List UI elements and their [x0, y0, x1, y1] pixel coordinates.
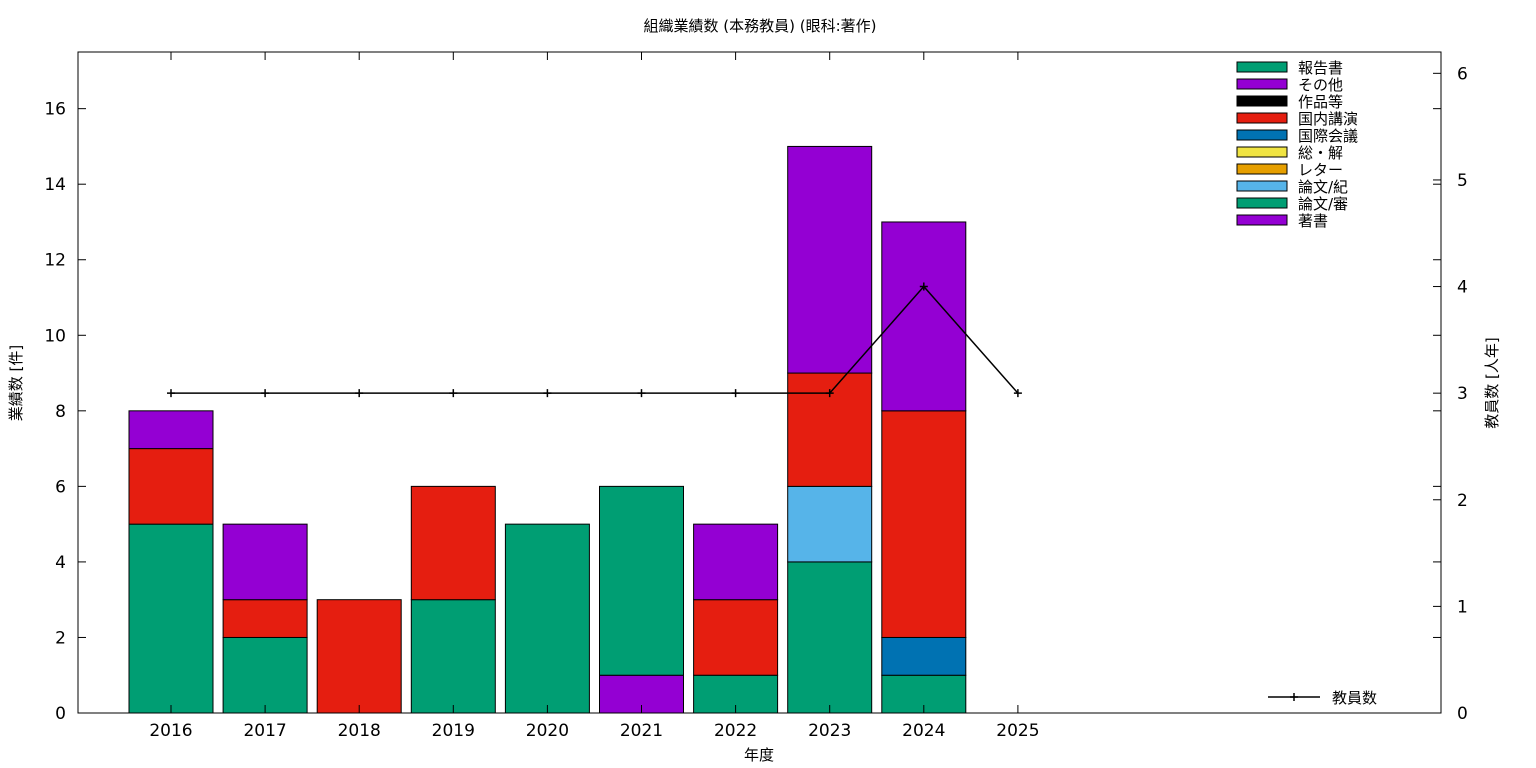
- legend-label-7: 論文/紀: [1298, 178, 1348, 196]
- x-tick-label: 2020: [526, 721, 569, 741]
- y-axis-title: 業績数 [件]: [7, 345, 25, 421]
- legend-swatch-7: [1236, 180, 1288, 192]
- bar-2019-series-1: [410, 599, 496, 714]
- y-tick-label: 14: [44, 175, 66, 195]
- x-tick-label: 2016: [149, 721, 192, 741]
- y2-tick-label: 6: [1457, 64, 1468, 84]
- x-tick-label: 2022: [714, 721, 757, 741]
- x-tick-label: 2021: [620, 721, 663, 741]
- bar-2024-series-6: [881, 410, 967, 638]
- bar-2019-series-6: [410, 485, 496, 601]
- bar-2024-series-5: [881, 636, 967, 676]
- y2-tick-label: 5: [1457, 171, 1468, 191]
- y-tick-label: 6: [55, 477, 66, 497]
- legend-label-9: 著書: [1298, 212, 1328, 230]
- line-series-path: [171, 285, 1019, 394]
- bar-2016-series-6: [128, 448, 214, 525]
- line-legend: 教員数: [1268, 689, 1377, 707]
- legend-label-0: 報告書: [1298, 59, 1343, 77]
- legend-swatch-2: [1236, 95, 1288, 107]
- legend-swatch-1: [1236, 78, 1288, 90]
- line-point-2021: [637, 389, 646, 398]
- y-axis: 0 2 4 6 8 10 12 14 16: [44, 100, 1441, 724]
- y-tick-label: 10: [44, 326, 66, 346]
- line-point-2018: [355, 389, 364, 398]
- legend-swatch-8: [1236, 197, 1288, 209]
- y-tick-label: 0: [55, 704, 66, 724]
- y2-tick-label: 0: [1457, 704, 1468, 724]
- y-tick-label: 16: [44, 100, 66, 120]
- line-point-2022: [731, 389, 740, 398]
- bar-2018-series-6: [316, 599, 402, 714]
- y2-tick-label: 3: [1457, 384, 1468, 404]
- chart-title: 組織業績数 (本務教員) (眼科:著作): [644, 17, 877, 35]
- y2-axis: 0 1 2 3 4 5 6: [1433, 64, 1468, 724]
- legend-label-3: 国内講演: [1298, 110, 1358, 128]
- y-tick-label: 8: [55, 402, 66, 422]
- legend-label-2: 作品等: [1298, 93, 1343, 111]
- bar-2021-series-1: [599, 485, 684, 676]
- x-tick-label: 2025: [996, 721, 1039, 741]
- bar-2016-series-1: [128, 523, 214, 714]
- bar-2016-series-8: [128, 410, 214, 450]
- line-legend-marker: [1290, 693, 1298, 701]
- line-point-2023: [825, 389, 834, 398]
- line-point-2019: [449, 389, 458, 398]
- x-tick-label: 2023: [808, 721, 851, 741]
- legend-swatch-6: [1236, 163, 1288, 175]
- line-layer: [167, 282, 1022, 398]
- bar-2023-series-1: [787, 561, 873, 714]
- legend-swatch-3: [1236, 112, 1288, 124]
- y2-tick-label: 2: [1457, 491, 1468, 511]
- legend-label-5: 総・解: [1298, 144, 1343, 162]
- bar-2023-series-2: [787, 485, 873, 563]
- bar-2024-series-8: [881, 221, 967, 412]
- legend-label-6: レター: [1298, 161, 1343, 179]
- x-axis: 2016 2017 2018 2019 2020 2021 2022 2023 2024 2025: [149, 52, 1040, 741]
- legend-label-1: その他: [1298, 76, 1343, 94]
- x-tick-label: 2017: [243, 721, 286, 741]
- legend-label-8: 論文/審: [1298, 195, 1348, 213]
- line-point-2024: [919, 282, 928, 291]
- bar-2022-series-6: [693, 599, 779, 676]
- bars-layer: [128, 145, 967, 714]
- legend-swatch-5: [1236, 146, 1288, 158]
- legend-swatch-0: [1236, 61, 1288, 73]
- y-tick-label: 4: [55, 553, 66, 573]
- bar-2017-series-1: [222, 636, 308, 714]
- bar-2017-series-8: [222, 523, 308, 601]
- line-point-2020: [543, 389, 552, 398]
- bar-2017-series-6: [222, 599, 308, 638]
- line-point-2017: [261, 389, 270, 398]
- legend-label-4: 国際会議: [1298, 127, 1358, 145]
- bar-2022-series-8: [693, 523, 779, 601]
- y-tick-label: 2: [55, 628, 66, 648]
- legend-swatch-9: [1236, 214, 1288, 226]
- y2-tick-label: 4: [1457, 278, 1468, 298]
- y-tick-label: 12: [44, 251, 66, 271]
- plot-frame: [77, 51, 1442, 714]
- line-point-2016: [167, 389, 175, 398]
- y2-axis-title: 教員数 [人年]: [1483, 337, 1501, 428]
- legend-swatch-4: [1236, 129, 1288, 141]
- line-legend-label: 教員数: [1332, 689, 1377, 707]
- x-axis-title: 年度: [744, 746, 774, 764]
- line-point-2025: [1013, 389, 1022, 398]
- bar-2020-series-1: [504, 523, 590, 714]
- x-tick-label: 2024: [902, 721, 945, 741]
- bar-2023-series-8: [787, 145, 873, 374]
- x-tick-label: 2018: [338, 721, 381, 741]
- x-tick-label: 2019: [432, 721, 475, 741]
- y2-tick-label: 1: [1457, 597, 1468, 617]
